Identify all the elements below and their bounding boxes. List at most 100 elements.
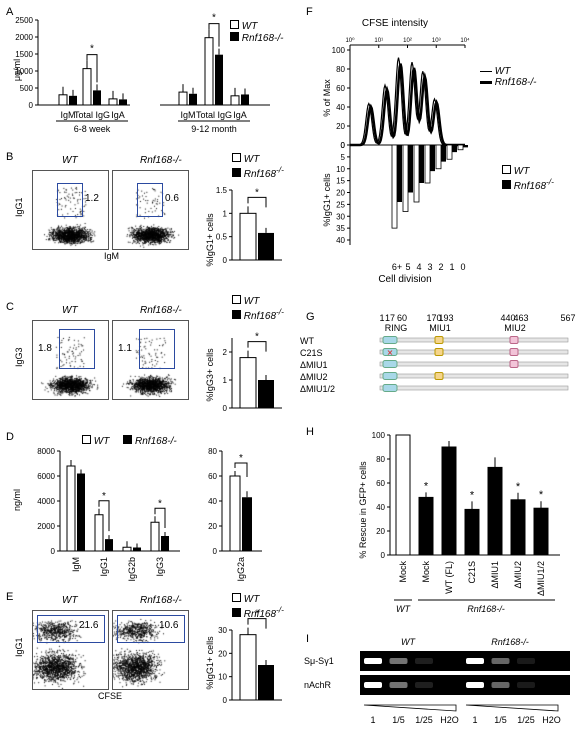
miu2-domain [509, 336, 519, 344]
legend-top: WT Rnf168-/- [480, 66, 536, 88]
bar-ko [242, 497, 252, 551]
group-label-ko: Rnf168-/- [467, 604, 505, 614]
bar-ko [463, 145, 468, 148]
bar-ko [161, 536, 169, 551]
y-tick-label: 0 [29, 101, 34, 110]
bar-wt [108, 98, 118, 106]
group-label: 6-8 week [74, 124, 111, 134]
y-tick-label: 80 [376, 455, 385, 464]
miu2-domain [509, 348, 519, 356]
panel-label: A [6, 6, 14, 18]
x-tick-label: ΔMIU1 [490, 561, 500, 589]
bar-wt [457, 144, 464, 151]
domain-label-miu2: MIU2 [504, 323, 526, 333]
bar-y-axis-label: %IgG1+ cells [205, 636, 215, 690]
y-tick-label: 80 [208, 447, 217, 456]
position-label: 567 [560, 313, 575, 323]
legend: WT Rnf168-/- [232, 295, 284, 322]
x-tick-label: IgM [71, 557, 81, 572]
y-tick-label: 100 [372, 431, 386, 440]
bar-wt [150, 521, 160, 552]
y-tick-label: 20 [376, 527, 385, 536]
y-tick-label: 4000 [37, 497, 55, 506]
y-axis-label: ng/ml [12, 489, 22, 511]
significance-bracket [154, 507, 166, 528]
gel-lane-strip [360, 675, 570, 695]
construct-label: ΔMIU2 [300, 372, 328, 382]
y-tick-label: 2000 [37, 522, 55, 531]
panel-label: G [306, 311, 315, 323]
y-tick-label: 40 [376, 503, 385, 512]
flow-plot-wt: 21.6 [32, 610, 109, 690]
bar [487, 466, 503, 556]
gel-lane-strip [360, 651, 570, 671]
bar-ko [408, 145, 413, 193]
gel-row-label: nAchR [304, 680, 332, 690]
ring-domain [382, 336, 398, 344]
significance-star: * [212, 13, 216, 24]
position-label: 193 [438, 313, 453, 323]
y-tick-label: 1.5 [216, 186, 228, 195]
significance-star: * [239, 453, 243, 464]
gate-value: 10.6 [159, 620, 179, 631]
x-tick-label: 2 [438, 262, 443, 272]
y-tick-label: 20 [208, 522, 217, 531]
legend: WT Rnf168-/- [232, 153, 284, 180]
bar [395, 434, 411, 556]
construct-label: C21S [300, 348, 323, 358]
y-tick-label: 10 [336, 165, 345, 174]
legend: WT Rnf168-/- [82, 435, 177, 447]
panel-e: E WT Rnf168-/- 21.6 10.6 IgG1 CFSE WT Rn… [0, 585, 300, 727]
significance-bracket [247, 341, 267, 352]
y-tick-label: 40 [336, 236, 345, 245]
bar-wt [58, 94, 68, 106]
y-tick-label: 40 [336, 103, 345, 112]
y-tick-label: 0.5 [216, 233, 228, 242]
bar-ko [258, 380, 274, 408]
bar-ko [430, 145, 435, 172]
y-axis-label-bottom: %IgG1+ cells [322, 173, 332, 227]
bar-ko [241, 94, 249, 105]
bar-wt [239, 634, 257, 701]
x-tick-label: Mock [421, 561, 431, 583]
miu1-domain [434, 336, 444, 344]
x-tick-label: 1 [449, 262, 454, 272]
panel-h-chart: % Rescue in GFP+ cells 0 20 40 60 80 100 Mock *… [358, 431, 560, 614]
bar-y-axis-label: %IgG3+ cells [205, 348, 215, 402]
x-axis-label: Cell division [378, 274, 431, 285]
x-tick-label: IgG2b [127, 557, 137, 582]
y-tick-label: 15 [336, 177, 345, 186]
position-label: 440 [500, 313, 515, 323]
group-label-wt: WT [401, 637, 416, 647]
panel-label: I [306, 633, 310, 645]
legend: WT Rnf168-/- [232, 593, 284, 620]
x-axis-label: IgM [104, 251, 120, 261]
significance-bracket [86, 54, 98, 83]
gate [59, 329, 95, 369]
bar [510, 499, 526, 556]
panel-label: H [306, 426, 314, 438]
bar-wt [239, 212, 257, 261]
panel-f: F CFSE intensity % of Max %IgG1+ cells C… [300, 0, 581, 290]
x-tick-label: 0 [460, 262, 465, 272]
construct-bar [379, 349, 569, 355]
bar-ko [105, 539, 113, 551]
significance-star: * [90, 44, 94, 55]
x-axis-label: CFSE [98, 691, 123, 701]
construct-bar [379, 361, 569, 367]
construct-label: ΔMIU1/2 [300, 384, 335, 394]
significance-star: * [516, 481, 521, 493]
lane-label: 1/5 [494, 715, 507, 725]
x-tick-label: 3 [427, 262, 432, 272]
bar-wt [391, 144, 398, 229]
y-tick-label: 20 [218, 649, 227, 658]
panel-label: B [6, 151, 14, 163]
flow-title-ko: Rnf168-/- [140, 595, 182, 606]
legend: WT Rnf168-/- [230, 20, 283, 44]
flow-plot-ko: 1.1 [112, 320, 189, 400]
legend-bottom: WT Rnf168-/- [502, 165, 554, 192]
y-tick-label: 0 [223, 256, 228, 265]
bar-ko [119, 99, 127, 105]
x-tick-label: IgA [233, 110, 247, 120]
